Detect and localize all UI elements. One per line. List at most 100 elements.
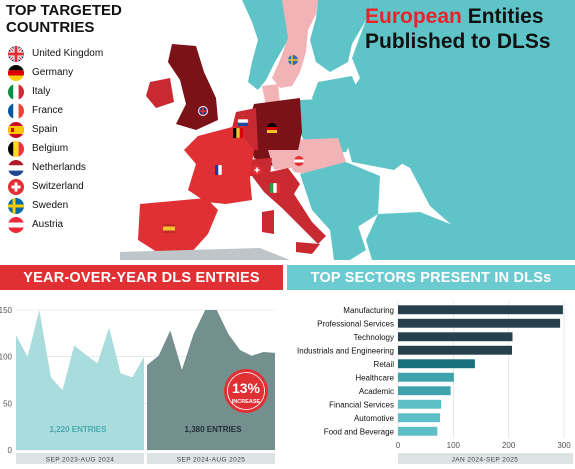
legend-label: Germany — [32, 67, 74, 78]
map-flag-marker-spain — [163, 224, 175, 233]
legend-item-belgium: Belgium — [8, 139, 103, 158]
legend-label: Belgium — [32, 143, 69, 154]
legend-label: Italy — [32, 86, 51, 97]
sector-bar — [398, 318, 561, 328]
finland-region — [310, 0, 372, 72]
legend-label: United Kingdom — [32, 48, 104, 59]
denmark-region — [262, 84, 280, 106]
period1-axis-label: SEP 2023-AUG 2024 — [46, 457, 114, 464]
europe-map — [120, 0, 575, 260]
title-line2: Published to DLSs — [365, 30, 551, 53]
map-flag-marker-belgium — [233, 128, 243, 138]
sector-label: Retail — [374, 360, 395, 369]
sectors-axis-band — [398, 453, 573, 464]
top-countries-title-line2: COUNTRIES — [6, 19, 95, 36]
sector-label: Food and Beverage — [324, 427, 395, 436]
sector-bar — [398, 413, 441, 423]
increase-badge: 13% INCREASE — [224, 369, 268, 413]
yoy-y-tick-label: 0 — [8, 446, 13, 455]
infographic-title: European Entities Published to DLSs — [365, 4, 565, 54]
switzerland-flag-icon — [8, 178, 24, 195]
yoy-y-tick-label: 150 — [0, 306, 13, 315]
legend-label: Netherlands — [32, 162, 86, 173]
sectors-bars — [398, 305, 563, 436]
increase-badge-label: INCREASE — [232, 399, 261, 405]
yoy-y-tick-label: 100 — [0, 353, 13, 362]
legend-label: Spain — [32, 124, 58, 135]
sectors-x-tick-label: 300 — [557, 441, 571, 450]
turkey-region — [366, 212, 470, 260]
map-flag-marker-germany — [267, 123, 277, 133]
period2-axis-label: SEP 2024-AUG 2025 — [177, 457, 245, 464]
france-region — [184, 126, 254, 204]
map-flag-marker-sweden — [288, 55, 298, 65]
italy-flag-icon — [8, 83, 24, 100]
sardinia-region — [262, 210, 274, 234]
map-flag-marker-austria — [294, 156, 304, 166]
yoy-section-title: YEAR-OVER-YEAR DLS ENTRIES — [0, 265, 283, 290]
greece-region — [330, 226, 366, 260]
sectors-x-tick-labels: 0 100 200 300 — [396, 441, 571, 450]
yoy-y-tick-labels: 0 50 100 150 — [0, 306, 13, 455]
legend-item-austria: Austria — [8, 215, 103, 234]
legend-label: Sweden — [32, 200, 69, 211]
yoy-area-period2 — [147, 310, 275, 450]
title-accent-word: European — [365, 5, 462, 28]
germany-flag-icon — [8, 64, 24, 81]
north-africa-region — [120, 248, 290, 260]
sector-label: Healthcare — [355, 373, 394, 382]
top-countries-title-line1: TOP TARGETED — [6, 2, 122, 19]
austria-flag-icon — [8, 216, 24, 233]
map-flag-marker-uk — [198, 106, 208, 116]
netherlands-flag-icon — [8, 159, 24, 176]
legend-item-spain: Spain — [8, 120, 103, 139]
sectors-bar-chart: Manufacturing Professional Services Techno… — [297, 301, 573, 464]
legend-item-netherlands: Netherlands — [8, 158, 103, 177]
sectors-x-tick-label: 0 — [396, 441, 401, 450]
period1-axis-band — [16, 453, 144, 464]
sector-bar — [398, 386, 451, 396]
sector-label: Technology — [354, 333, 394, 342]
sector-label: Automotive — [354, 414, 395, 423]
map-flag-marker-netherlands — [237, 115, 249, 127]
map-flag-marker-switzerland — [252, 165, 262, 175]
yoy-area-chart: 0 50 100 150 1,220 ENTRIES 1,380 ENTRIES 13… — [0, 306, 275, 464]
legend-item-sweden: Sweden — [8, 196, 103, 215]
yoy-y-tick-label: 50 — [3, 399, 12, 408]
sector-bar — [398, 359, 475, 369]
sectors-section-title: TOP SECTORS PRESENT IN DLSs — [287, 265, 575, 290]
sectors-category-labels: Manufacturing Professional Services Techno… — [297, 306, 395, 437]
sectors-x-tick-label: 200 — [502, 441, 516, 450]
sectors-x-tick-label: 100 — [447, 441, 461, 450]
legend-item-italy: Italy — [8, 82, 103, 101]
top-countries-title: TOP TARGETED COUNTRIES — [6, 2, 156, 36]
period2-total-label: 1,380 ENTRIES — [185, 425, 243, 434]
period1-total-label: 1,220 ENTRIES — [50, 425, 108, 434]
sector-bar — [398, 399, 442, 409]
sector-label: Academic — [359, 387, 394, 396]
legend-item-germany: Germany — [8, 63, 103, 82]
sector-bar — [398, 345, 512, 355]
spain-region — [138, 198, 218, 254]
legend-label: Switzerland — [32, 181, 84, 192]
spain-flag-icon — [8, 121, 24, 138]
yoy-area-period1 — [16, 310, 144, 450]
france-flag-icon — [8, 102, 24, 119]
increase-badge-value: 13% — [232, 380, 261, 396]
legend-label: France — [32, 105, 64, 116]
map-flag-marker-france — [215, 165, 225, 175]
sector-label: Professional Services — [317, 319, 394, 328]
period2-axis-band — [147, 453, 275, 464]
sector-label: Financial Services — [329, 400, 394, 409]
sweden-flag-icon — [8, 197, 24, 214]
sector-bar — [398, 426, 438, 436]
sector-label: Industrials and Engineering — [297, 346, 394, 355]
legend-item-switzerland: Switzerland — [8, 177, 103, 196]
legend-label: Austria — [32, 219, 64, 230]
sectors-axis-label: JAN 2024-SEP 2025 — [452, 457, 519, 464]
sector-bar — [398, 305, 563, 315]
title-rest: Entities — [461, 5, 544, 28]
legend-item-france: France — [8, 101, 103, 120]
sector-bar — [398, 332, 513, 342]
country-legend: United Kingdom Germany Italy France Spai… — [8, 44, 103, 234]
